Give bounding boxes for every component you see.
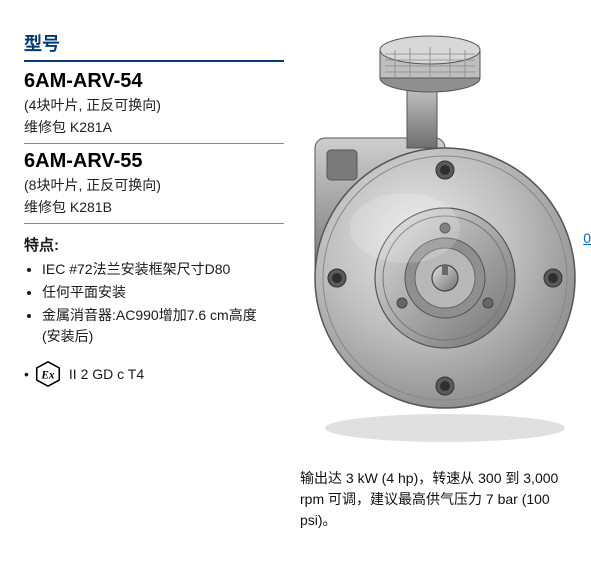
feature-item: 金属消音器:AC990增加7.6 cm高度 (安装后) (42, 305, 304, 347)
divider-thin-2 (24, 223, 284, 224)
section-label: 型号 (24, 30, 304, 56)
divider-blue (24, 60, 284, 62)
model-1-sub1: (4块叶片, 正反可换向) (24, 95, 304, 115)
ex-mark-row: • Ex II 2 GD c T4 (24, 361, 304, 387)
model-2-name: 6AM-ARV-55 (24, 150, 304, 173)
features-title: 特点: (24, 234, 304, 255)
bullet-icon: • (24, 366, 29, 382)
model-1-sub2: 维修包 K281A (24, 117, 304, 137)
model-2-sub1: (8块叶片, 正反可换向) (24, 175, 304, 195)
side-page-mark: 0 (583, 230, 591, 246)
output-spec-text: 输出达 3 kW (4 hp)，转速从 300 到 3,000 rpm 可调，建… (300, 468, 580, 531)
svg-text:Ex: Ex (40, 369, 55, 381)
feature-item: 任何平面安装 (42, 282, 304, 303)
ex-code: II 2 GD c T4 (69, 366, 144, 382)
ex-hex-icon: Ex (35, 361, 61, 387)
feature-item: IEC #72法兰安装框架尺寸D80 (42, 259, 304, 280)
divider-thin-1 (24, 143, 284, 144)
model-2-sub2: 维修包 K281B (24, 197, 304, 217)
features-list: IEC #72法兰安装框架尺寸D80 任何平面安装 金属消音器:AC990增加7… (24, 259, 304, 347)
model-1-name: 6AM-ARV-54 (24, 70, 304, 93)
product-image (295, 28, 585, 448)
